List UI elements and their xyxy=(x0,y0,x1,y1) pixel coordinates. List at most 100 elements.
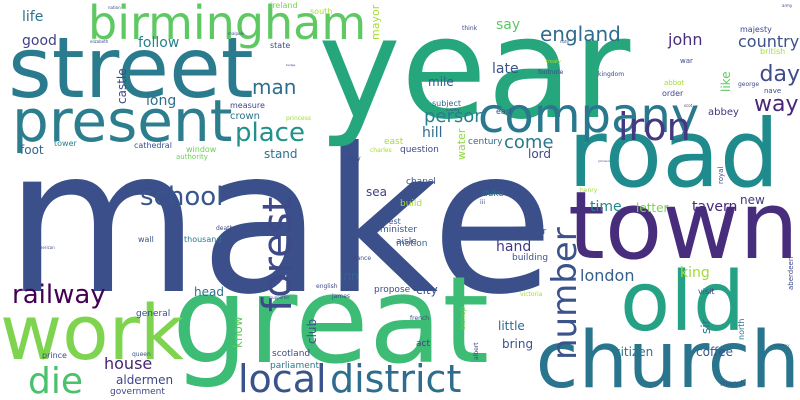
word-house: house xyxy=(104,354,153,373)
word-death: death xyxy=(216,225,234,232)
word-way: way xyxy=(754,92,799,117)
word-badge: badge xyxy=(286,63,296,67)
word-princess: princess xyxy=(286,115,311,122)
word-window: window xyxy=(186,145,217,154)
word-head: head xyxy=(194,285,224,299)
word-parliament: parliament xyxy=(270,361,319,371)
word-inn: inn xyxy=(340,269,359,283)
word-school: school xyxy=(140,182,224,212)
word-good: good xyxy=(22,33,57,49)
word-crown: crown xyxy=(230,111,261,122)
word-birmingham: birmingham xyxy=(88,0,367,50)
word-person: person xyxy=(424,106,486,127)
word-iron: iron xyxy=(618,105,691,149)
word-little: little xyxy=(498,319,525,333)
word-time: time xyxy=(590,199,622,215)
word-majesty: majesty xyxy=(740,25,772,34)
word-propose: propose xyxy=(374,285,411,295)
word-say: say xyxy=(496,17,521,33)
word-iii: iii xyxy=(480,199,486,206)
word-mile: mile xyxy=(428,75,454,89)
word-street: street xyxy=(8,19,254,117)
word-lady: lady xyxy=(348,155,361,162)
word-question: question xyxy=(400,145,439,155)
word-citizen: citizen xyxy=(614,345,654,359)
word-chapel: chapel xyxy=(406,177,436,187)
word-old: old xyxy=(620,255,746,350)
word-aberdeen: aberdeen xyxy=(787,256,795,290)
word-foot: foot xyxy=(20,143,44,157)
word-water: water xyxy=(455,128,468,160)
word-new: new xyxy=(740,193,765,207)
word-aldermen: aldermen xyxy=(116,373,174,387)
word-war: war xyxy=(680,57,693,65)
word-hereditary: hereditary xyxy=(774,343,790,347)
word-district: district xyxy=(330,357,462,400)
word-century: century xyxy=(468,137,503,147)
word-south: south xyxy=(310,7,333,16)
word-day: day xyxy=(759,62,800,87)
word-mayor: mayor xyxy=(369,4,382,40)
word-lord: lord xyxy=(528,147,552,161)
word-town: town xyxy=(568,172,799,281)
word-bring: bring xyxy=(502,337,534,351)
word-late: late xyxy=(492,61,519,77)
word-building: building xyxy=(512,253,549,263)
word-french: french xyxy=(410,315,430,322)
word-order: order xyxy=(662,89,684,98)
word-sea: sea xyxy=(366,185,387,199)
word-george: george xyxy=(738,81,760,88)
word-prince: prince xyxy=(42,351,67,360)
word-country: country xyxy=(738,32,800,51)
word-coffee: coffee xyxy=(696,345,733,359)
word-sir: sir xyxy=(699,319,713,334)
word-enemy: enemy xyxy=(446,107,460,112)
word-know: know xyxy=(231,316,245,348)
word-elizabeth: elizabeth xyxy=(90,39,109,44)
word-long: long xyxy=(146,93,177,109)
word-cathedral: cathedral xyxy=(134,141,172,150)
word-company: company xyxy=(478,88,700,144)
word-john: john xyxy=(668,30,703,49)
word-choir: choir xyxy=(524,227,547,237)
word-london: london xyxy=(580,266,635,285)
word-year: year xyxy=(318,0,631,151)
word-man: man xyxy=(252,75,297,99)
word-build: build xyxy=(400,199,423,209)
word-france: france xyxy=(352,255,372,262)
word-life: life xyxy=(22,9,44,25)
word-subject: subject xyxy=(432,99,461,108)
word-west: west xyxy=(382,217,401,226)
word-abbot: abbot xyxy=(664,79,685,87)
word-nation: nation xyxy=(108,5,121,10)
word-victoria: victoria xyxy=(520,291,543,298)
word-thousand: thousand xyxy=(184,235,222,244)
word-general: general xyxy=(136,309,171,319)
word-follow: follow xyxy=(138,35,180,51)
word-railway: railway xyxy=(12,280,106,310)
word-aisle: aisle xyxy=(396,237,417,247)
word-state: state xyxy=(270,41,291,50)
word-duke: duke xyxy=(482,189,504,199)
word-hand: hand xyxy=(496,239,532,255)
word-act: act xyxy=(416,339,430,349)
word-bishop: bishop xyxy=(459,306,467,330)
word-scotland: scotland xyxy=(272,349,311,359)
word-earl: earl xyxy=(496,107,512,116)
word-local: local xyxy=(238,357,327,400)
word-wall: wall xyxy=(138,235,154,244)
word-great: great xyxy=(172,252,490,391)
word-queen: queen xyxy=(132,351,151,358)
word-abbey: abbey xyxy=(708,107,739,118)
word-king: king xyxy=(680,265,710,281)
word-place: place xyxy=(235,118,305,148)
word-albert: albert xyxy=(473,342,480,360)
word-scot: scot xyxy=(684,103,693,108)
word-royal: royal xyxy=(717,166,725,184)
word-castle: castle xyxy=(115,68,129,104)
word-city: city xyxy=(416,283,438,297)
word-james: james xyxy=(332,293,351,300)
word-tavern: tavern xyxy=(692,199,738,215)
word-stand: stand xyxy=(264,147,298,161)
word-east: east xyxy=(384,137,404,147)
